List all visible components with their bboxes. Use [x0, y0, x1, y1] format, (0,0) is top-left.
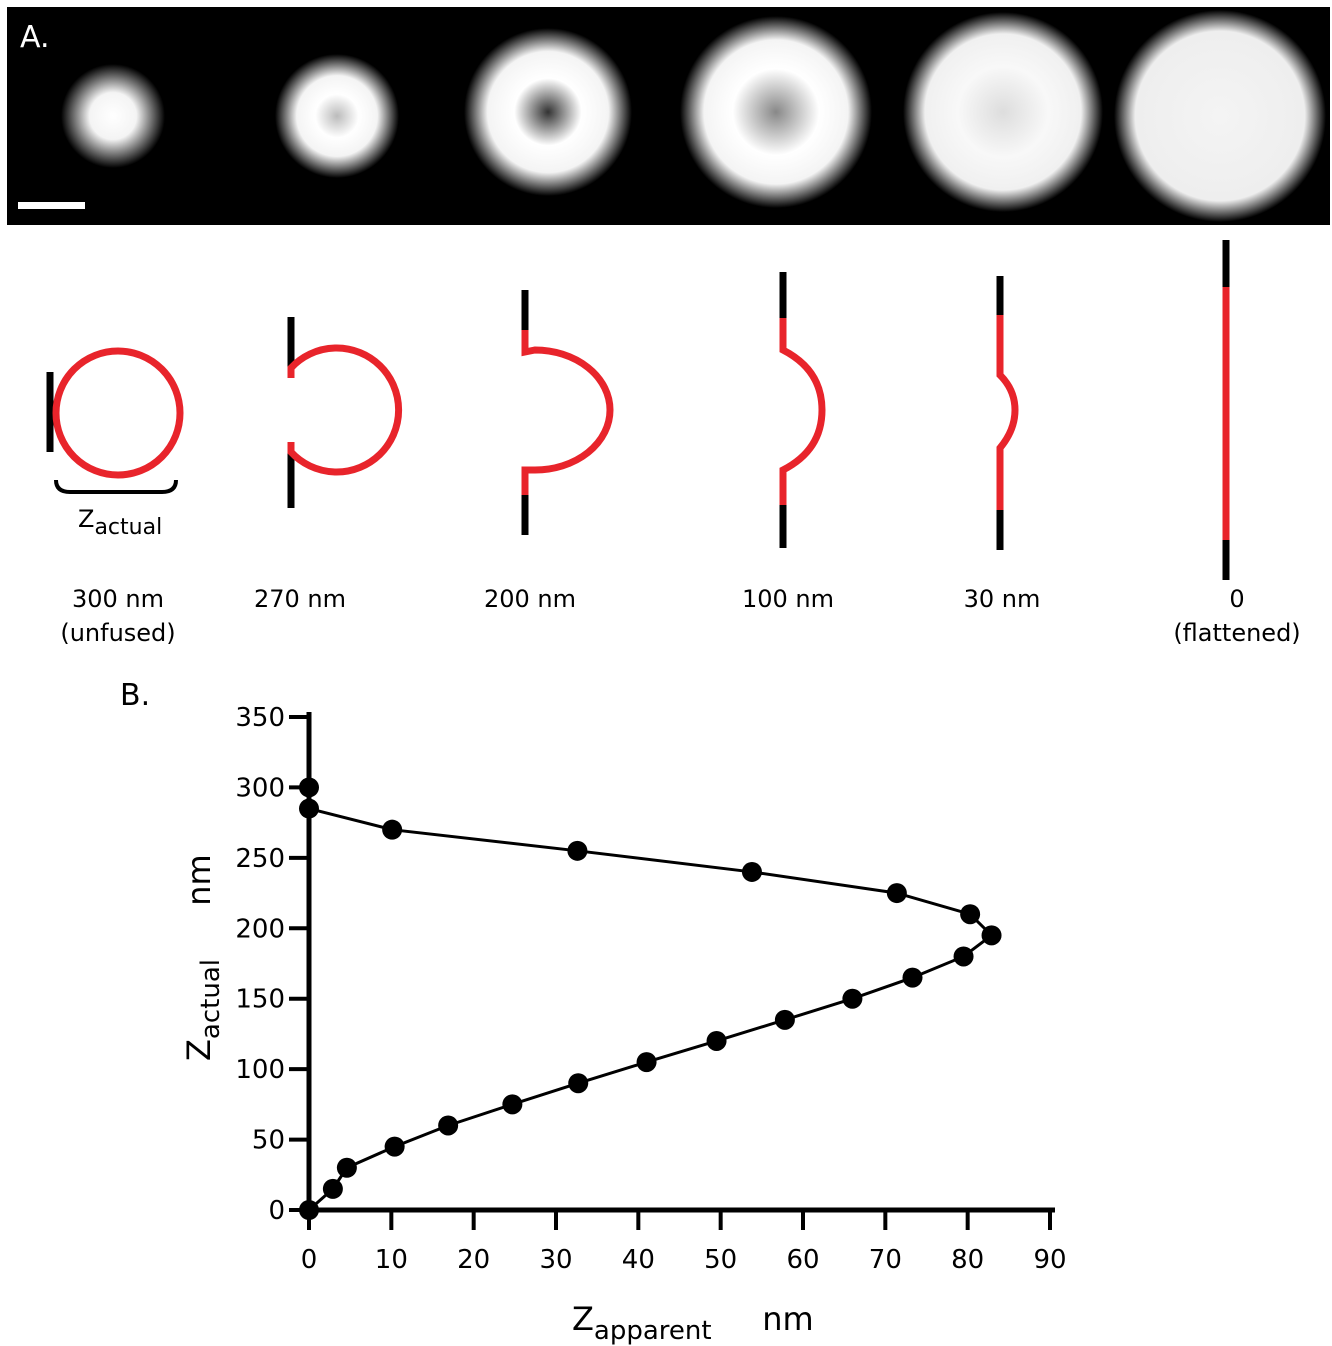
- data-point: [954, 946, 974, 966]
- stage-caption: (unfused): [60, 619, 175, 647]
- micrograph-strip: A.: [7, 7, 1330, 225]
- x-tick-label: 90: [1033, 1245, 1066, 1275]
- data-point: [567, 841, 587, 861]
- data-point: [299, 799, 319, 819]
- x-tick-label: 50: [704, 1245, 737, 1275]
- stage-caption: 30 nm: [964, 585, 1041, 613]
- z-actual-label: Zactual: [78, 505, 162, 540]
- data-point: [385, 1137, 405, 1157]
- x-tick-label: 70: [869, 1245, 902, 1275]
- membrane-diagrams: [50, 240, 1226, 580]
- data-point: [775, 1010, 795, 1030]
- stage-caption: (flattened): [1173, 619, 1300, 647]
- data-point: [982, 925, 1002, 945]
- x-tick-label: 60: [786, 1245, 819, 1275]
- y-tick-label: 150: [235, 985, 285, 1015]
- panel-label: B.: [120, 678, 150, 713]
- y-tick-label: 0: [268, 1196, 285, 1226]
- data-point: [742, 862, 762, 882]
- data-point: [903, 968, 923, 988]
- x-tick-label: 40: [622, 1245, 655, 1275]
- y-axis-label: Zactual: [180, 959, 226, 1061]
- y-tick-label: 300: [235, 773, 285, 803]
- data-point: [299, 1200, 319, 1220]
- y-tick-label: 200: [235, 914, 285, 944]
- data-point: [502, 1094, 522, 1114]
- x-tick-label: 10: [375, 1245, 408, 1275]
- x-tick-label: 30: [539, 1245, 572, 1275]
- stage-caption: 0: [1229, 585, 1244, 613]
- panel-label: A.: [20, 20, 50, 55]
- data-point: [337, 1158, 357, 1178]
- y-tick-label: 100: [235, 1055, 285, 1085]
- data-point: [438, 1115, 458, 1135]
- data-point: [707, 1031, 727, 1051]
- x-axis-unit: nm: [762, 1300, 813, 1338]
- chart: 0 50 100 150 200 250 300 350 0 10 20 30 40 50 60 70 80 90: [235, 703, 1066, 1275]
- y-tick-label: 250: [235, 844, 285, 874]
- x-tick-label: 20: [457, 1245, 490, 1275]
- figure: A. Zactual 300 nm(unfused)270 nm200 nm10…: [0, 0, 1332, 1346]
- x-axis-label: Zapparent: [572, 1300, 712, 1346]
- data-point: [568, 1073, 588, 1093]
- data-point: [637, 1052, 657, 1072]
- y-tick-label: 50: [252, 1126, 285, 1156]
- x-tick-label: 0: [301, 1245, 318, 1275]
- stage-captions: 300 nm (unfused) 270 nm 200 nm 100 nm 30 nm 0 (…: [60, 585, 1300, 647]
- data-point: [842, 989, 862, 1009]
- x-tick-label: 80: [951, 1245, 984, 1275]
- data-point: [887, 883, 907, 903]
- data-point: [323, 1179, 343, 1199]
- stage-caption: 200 nm: [484, 585, 576, 613]
- data-point: [960, 904, 980, 924]
- y-tick-label: 350: [235, 703, 285, 733]
- data-line: [309, 787, 992, 1210]
- stage-caption: 270 nm: [254, 585, 346, 613]
- stage-caption: 300 nm: [72, 585, 164, 613]
- data-point: [299, 777, 319, 797]
- y-axis-unit: nm: [180, 854, 218, 905]
- stage-caption: 100 nm: [742, 585, 834, 613]
- data-point: [382, 820, 402, 840]
